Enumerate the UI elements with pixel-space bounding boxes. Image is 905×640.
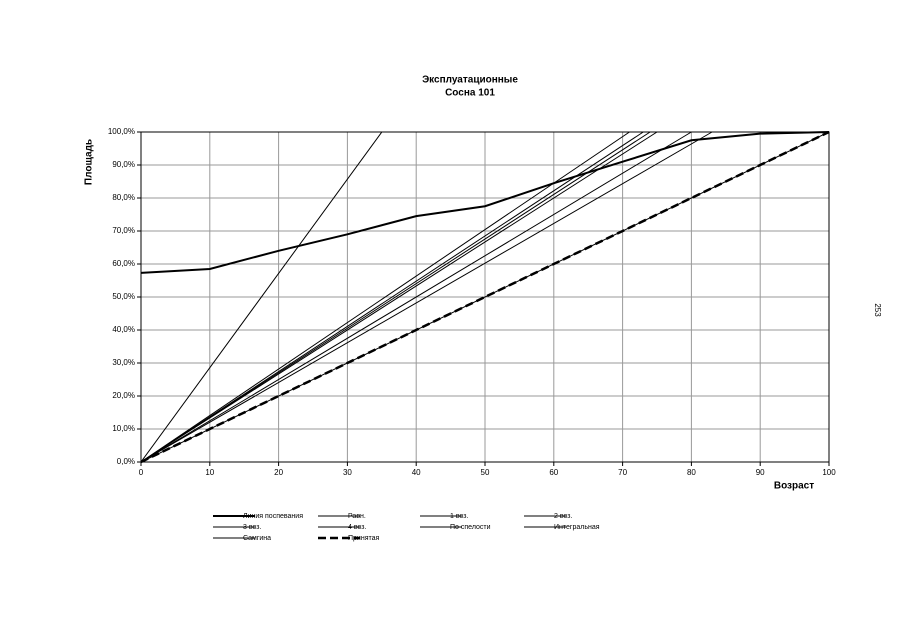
x-tick-label: 90 <box>756 468 765 477</box>
legend-label: Равн. <box>348 513 366 520</box>
x-tick-label: 70 <box>618 468 627 477</box>
legend-label: 2 воз. <box>554 513 573 520</box>
series-line <box>141 131 644 463</box>
y-axis-label: Площадь <box>84 139 95 185</box>
legend-label: 4 воз. <box>348 524 367 531</box>
y-tick-label: 50,0% <box>112 292 135 301</box>
y-tick-label: 10,0% <box>112 424 135 433</box>
x-tick-label: 10 <box>205 468 214 477</box>
x-tick-label: 0 <box>139 468 144 477</box>
page-number: 253 <box>873 303 882 317</box>
legend-label: Интегральная <box>554 524 600 531</box>
x-tick-label: 100 <box>822 468 836 477</box>
x-tick-label: 80 <box>687 468 696 477</box>
series-line <box>141 131 829 463</box>
chart-subtitle: Сосна 101 <box>445 88 495 99</box>
y-tick-label: 80,0% <box>112 193 135 202</box>
y-tick-label: 30,0% <box>112 358 135 367</box>
series-line <box>141 131 383 463</box>
y-tick-label: 100,0% <box>108 127 135 136</box>
x-tick-label: 50 <box>481 468 490 477</box>
legend-label: Линия поспевания <box>243 513 303 520</box>
y-tick-label: 0,0% <box>117 457 135 466</box>
y-tick-label: 90,0% <box>112 160 135 169</box>
legend-label: Самгина <box>243 535 271 542</box>
y-tick-label: 70,0% <box>112 226 135 235</box>
legend-label: По спелости <box>450 524 491 531</box>
y-tick-label: 40,0% <box>112 325 135 334</box>
series-line <box>141 131 692 463</box>
series-line <box>141 131 658 463</box>
x-tick-label: 60 <box>549 468 558 477</box>
legend-label: 1 воз. <box>450 513 469 520</box>
x-axis-label: Возраст <box>774 481 814 492</box>
y-tick-label: 20,0% <box>112 391 135 400</box>
x-tick-label: 30 <box>343 468 352 477</box>
series-line <box>141 131 713 463</box>
series-line <box>141 131 630 463</box>
series-line <box>141 131 829 274</box>
legend-label: Принятая <box>348 535 380 542</box>
legend-label: 3 воз. <box>243 524 262 531</box>
x-tick-label: 20 <box>274 468 283 477</box>
series-line <box>141 131 651 463</box>
x-tick-label: 40 <box>412 468 421 477</box>
y-tick-label: 60,0% <box>112 259 135 268</box>
plot-border <box>140 131 830 463</box>
chart-title: Эксплуатационные <box>422 75 518 86</box>
